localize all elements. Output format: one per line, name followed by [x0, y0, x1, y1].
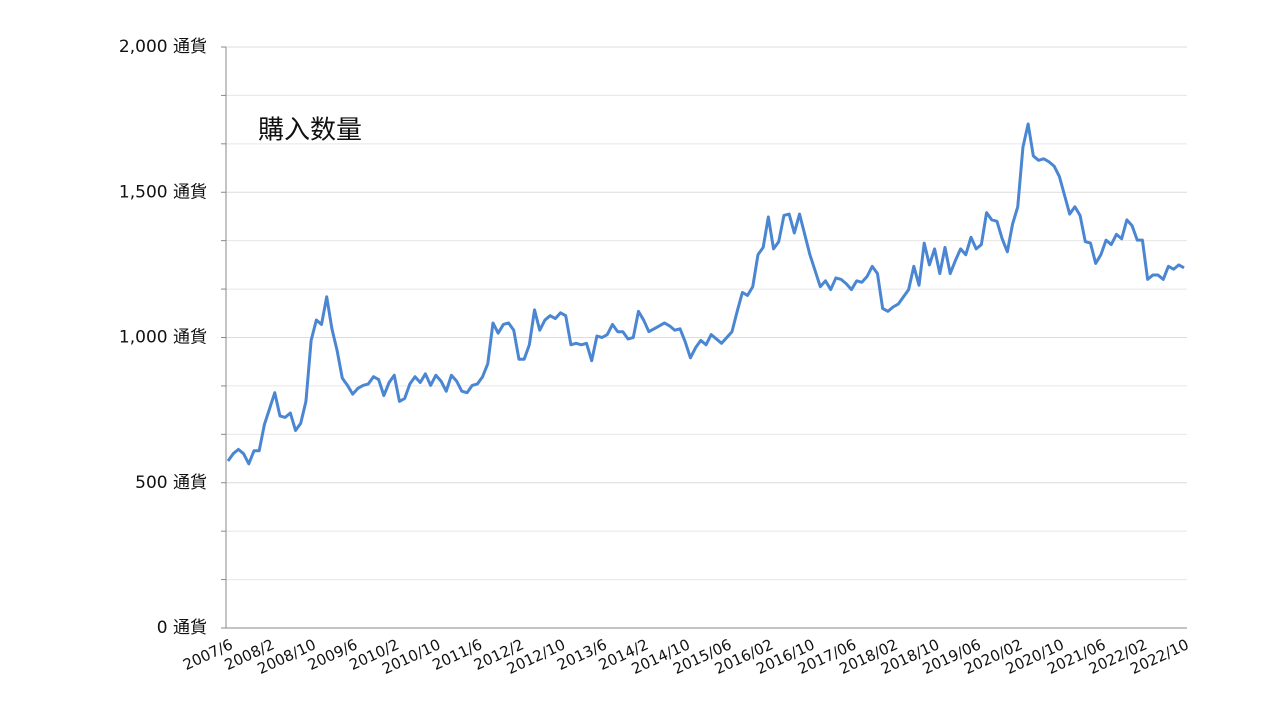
data-line	[226, 122, 1185, 466]
y-tick-label: 0 通貨	[157, 618, 207, 638]
y-tick-label: 1,500 通貨	[119, 182, 207, 202]
annotation: 購入数量	[258, 116, 362, 146]
y-tick-label: 2,000 通貨	[119, 37, 207, 57]
y-tick-label: 500 通貨	[135, 473, 207, 493]
y-tick-label: 1,000 通貨	[119, 328, 207, 348]
